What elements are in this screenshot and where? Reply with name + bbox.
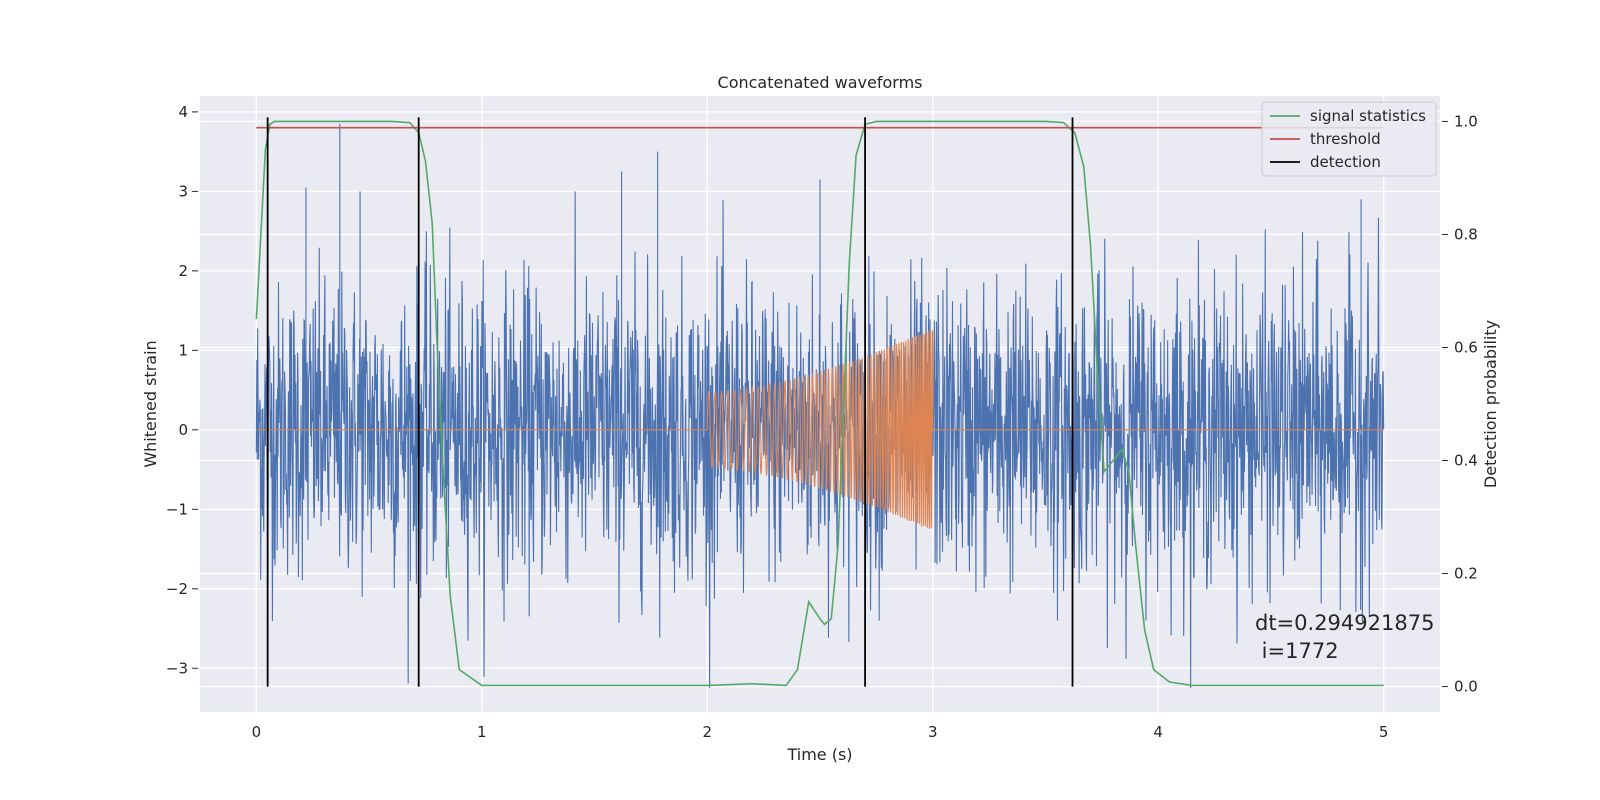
x-tick-label: 3 [928, 723, 938, 741]
legend: signal statistics threshold detection [1261, 101, 1437, 177]
x-tick-label: 5 [1379, 723, 1389, 741]
y2-axis-ticks: 1.0 0.8 0.6 0.4 0.2 0.0 [1442, 112, 1478, 696]
x-tick-label: 0 [252, 723, 262, 741]
y2-tick-label: 0.2 [1454, 565, 1478, 583]
x-axis-label: Time (s) [786, 745, 852, 764]
y-tick-label: 0 [178, 421, 188, 439]
x-tick-label: 1 [477, 723, 487, 741]
y2-tick-label: 0.0 [1454, 678, 1478, 696]
y-tick-label: −2 [166, 580, 188, 598]
y2-tick-label: 0.4 [1454, 452, 1478, 470]
x-axis-ticks: 0 1 2 3 4 5 [252, 723, 1389, 741]
y2-tick-label: 0.8 [1454, 225, 1478, 243]
annotation-dt: dt=0.294921875 [1255, 611, 1434, 635]
y2-tick-label: 1.0 [1454, 112, 1478, 130]
y-tick-label: −1 [166, 500, 188, 518]
injected-waveform-series [256, 330, 1384, 529]
legend-label-threshold: threshold [1310, 130, 1381, 148]
y-tick-label: 3 [178, 182, 188, 200]
chart-title: Concatenated waveforms [718, 73, 923, 92]
detection-lines [266, 117, 1074, 687]
x-tick-label: 2 [702, 723, 712, 741]
y-axis-label: Whitened strain [141, 340, 160, 467]
annotation-index: i=1772 [1255, 639, 1339, 663]
y-axis-ticks: 4 3 2 1 0 −1 −2 −3 [166, 103, 198, 677]
x-tick-label: 4 [1153, 723, 1163, 741]
y2-tick-label: 0.6 [1454, 338, 1478, 356]
legend-box [1261, 101, 1437, 177]
y-tick-label: 4 [178, 103, 188, 121]
y-tick-label: 1 [178, 341, 188, 359]
legend-label-detection: detection [1310, 153, 1381, 171]
y-tick-label: −3 [166, 659, 188, 677]
legend-label-signal-statistics: signal statistics [1310, 107, 1426, 125]
y-tick-label: 2 [178, 262, 188, 280]
y2-axis-label: Detection probability [1481, 320, 1500, 488]
plot-series [255, 117, 1385, 689]
